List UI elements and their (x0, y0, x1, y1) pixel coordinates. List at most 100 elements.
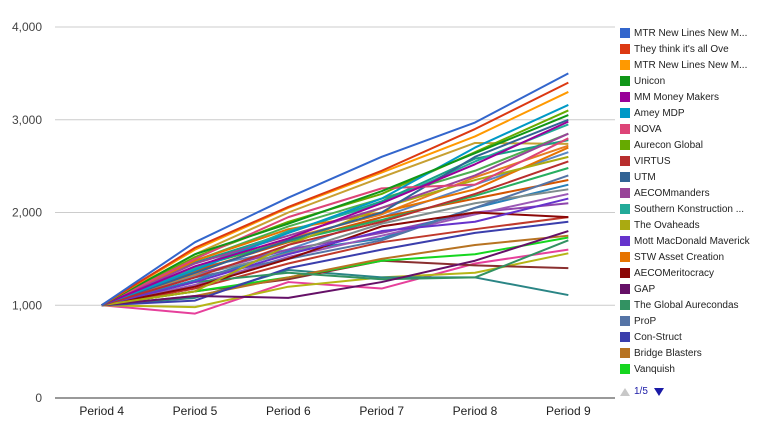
legend-item[interactable]: Unicon (620, 73, 780, 89)
legend-label: The Ovaheads (634, 219, 700, 231)
legend-label: STW Asset Creation (634, 251, 725, 263)
series-line-unlabeled (101, 248, 569, 315)
x-tick-label: Period 6 (266, 404, 311, 418)
series-line (101, 230, 569, 307)
legend-pager: 1/5 (620, 386, 664, 397)
legend-swatch (620, 44, 630, 54)
legend-label: ProP (634, 315, 657, 327)
legend-swatch (620, 188, 630, 198)
series-line (101, 81, 569, 307)
x-tick-label: Period 4 (79, 404, 124, 418)
legend-label: They think it's all Ove (634, 43, 729, 55)
legend-item[interactable]: Amey MDP (620, 105, 780, 121)
legend-label: MTR New Lines New M... (634, 59, 748, 71)
legend-item[interactable]: Bridge Blasters (620, 345, 780, 361)
series-line (101, 104, 569, 307)
series-line-unlabeled (101, 269, 569, 307)
y-tick-label: 4,000 (12, 20, 42, 34)
series-line (101, 197, 569, 307)
x-tick-label: Period 8 (453, 404, 498, 418)
legend-label: NOVA (634, 123, 662, 135)
legend-item[interactable]: VIRTUS (620, 153, 780, 169)
legend-swatch (620, 364, 630, 374)
x-tick-label: Period 7 (359, 404, 404, 418)
series-line (101, 114, 569, 307)
y-axis-tick-labels: 0 1,000 2,000 3,000 4,000 (12, 20, 42, 405)
legend-swatch (620, 76, 630, 86)
series-line (101, 220, 569, 307)
legend-label: AECOMmanders (634, 187, 710, 199)
legend-item[interactable]: AECOMmanders (620, 185, 780, 201)
legend-item[interactable]: STW Asset Creation (620, 249, 780, 265)
series-line (101, 160, 569, 307)
legend-swatch (620, 316, 630, 326)
legend-swatch (620, 300, 630, 310)
legend-item[interactable]: The Ovaheads (620, 217, 780, 233)
series-line (101, 123, 569, 307)
triangle-up-icon (620, 387, 630, 396)
legend-label: Vanquish (634, 363, 675, 375)
series-line-unlabeled (101, 192, 569, 307)
legend-swatch (620, 156, 630, 166)
legend-swatch (620, 124, 630, 134)
legend-label: Aurecon Global (634, 139, 703, 151)
legend-label: MM Money Makers (634, 91, 720, 103)
series-line-unlabeled (101, 188, 569, 307)
triangle-down-icon[interactable] (653, 387, 664, 396)
legend-swatch (620, 28, 630, 38)
legend-label: VIRTUS (634, 155, 671, 167)
series-line-unlabeled (101, 183, 569, 307)
legend-swatch (620, 268, 630, 278)
legend-item[interactable]: MTR New Lines New M... (620, 57, 780, 73)
legend-swatch (620, 60, 630, 70)
legend-item[interactable]: They think it's all Ove (620, 41, 780, 57)
legend-label: Southern Konstruction ... (634, 203, 745, 215)
legend-item[interactable]: UTM (620, 169, 780, 185)
legend-swatch (620, 140, 630, 150)
chart-legend: MTR New Lines New M... They think it's al… (620, 25, 780, 377)
legend-label: Mott MacDonald Maverick (634, 235, 750, 247)
legend-swatch (620, 236, 630, 246)
legend-page-indicator: 1/5 (634, 386, 648, 397)
series-lines (101, 72, 569, 307)
legend-item[interactable]: Aurecon Global (620, 137, 780, 153)
series-line (101, 72, 569, 307)
legend-label: GAP (634, 283, 656, 295)
legend-swatch (620, 252, 630, 262)
series-line (101, 91, 569, 307)
legend-swatch (620, 332, 630, 342)
legend-item[interactable]: MM Money Makers (620, 89, 780, 105)
legend-item[interactable]: GAP (620, 281, 780, 297)
legend-item[interactable]: Southern Konstruction ... (620, 201, 780, 217)
legend-label: Con-Struct (634, 331, 682, 343)
additional-series-lines (101, 132, 569, 315)
legend-item[interactable]: MTR New Lines New M... (620, 25, 780, 41)
legend-item[interactable]: Mott MacDonald Maverick (620, 233, 780, 249)
y-tick-label: 0 (35, 391, 42, 405)
legend-label: Bridge Blasters (634, 347, 702, 359)
legend-item[interactable]: Con-Struct (620, 329, 780, 345)
legend-label: UTM (634, 171, 656, 183)
x-tick-label: Period 9 (546, 404, 591, 418)
legend-item[interactable]: NOVA (620, 121, 780, 137)
y-tick-label: 2,000 (12, 206, 42, 220)
legend-item[interactable]: ProP (620, 313, 780, 329)
legend-item[interactable]: The Global Aurecondas (620, 297, 780, 313)
series-line-unlabeled (101, 252, 569, 309)
legend-swatch (620, 220, 630, 230)
legend-swatch (620, 172, 630, 182)
legend-item[interactable]: Vanquish (620, 361, 780, 377)
x-tick-label: Period 5 (173, 404, 218, 418)
series-line-unlabeled (101, 216, 569, 307)
legend-label: Amey MDP (634, 107, 685, 119)
legend-swatch (620, 204, 630, 214)
y-tick-label: 1,000 (12, 298, 42, 312)
y-tick-label: 3,000 (12, 113, 42, 127)
legend-swatch (620, 348, 630, 358)
legend-item[interactable]: AECOMeritocracy (620, 265, 780, 281)
legend-swatch (620, 92, 630, 102)
series-line (101, 137, 569, 307)
series-line (101, 118, 569, 307)
